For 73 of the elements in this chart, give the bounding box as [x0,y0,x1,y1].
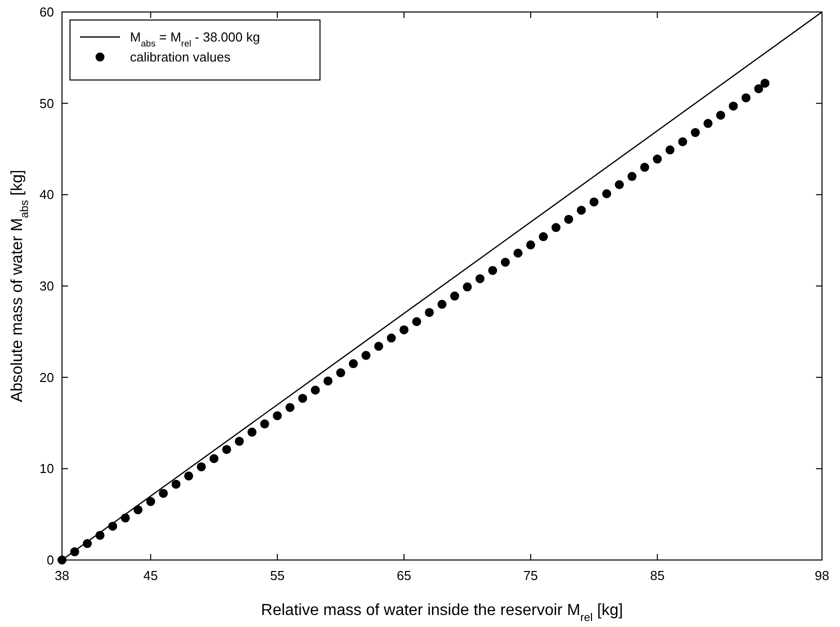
x-tick-label: 85 [650,568,665,583]
point [386,334,396,343]
point [158,488,168,498]
x-tick-label: 55 [270,568,285,583]
point [70,547,80,556]
point [640,162,650,172]
y-tick-label: 60 [40,4,54,20]
point [760,78,770,88]
point [272,411,282,420]
y-tick-label: 20 [40,370,54,385]
legend-label: M$_{abs}$ = M$_{rel}$ - 38.000 kg [130,30,260,48]
point [704,118,712,128]
point [260,419,270,428]
point [652,154,662,164]
point [690,128,700,138]
x-axis-title: Relative mass of water inside the reservoir M$_{rel}$ [kg] [261,602,623,624]
point [120,513,130,522]
point [678,137,688,146]
point [666,145,674,154]
point [234,436,244,446]
point [374,342,384,351]
point [716,110,726,120]
y-tick-label: 10 [40,461,54,476]
y-tick-label: 0 [46,552,54,568]
point [614,180,624,190]
point [172,480,180,489]
point [538,232,548,242]
point [754,84,764,94]
point [222,444,232,454]
point [602,189,612,198]
point [184,471,194,480]
x-tick-label: 65 [396,568,412,583]
point [450,292,460,301]
x-tick-label: 38 [54,568,70,583]
point [324,376,332,386]
point [196,462,206,472]
point [590,197,598,206]
point [286,402,294,412]
legend-label: calibration values [130,50,231,64]
point [438,300,446,309]
y-tick-label: 50 [40,96,54,111]
y-tick-label: 40 [40,187,54,202]
point [108,522,118,531]
point [362,350,370,360]
point [564,214,574,224]
point [248,428,256,437]
point [526,240,536,250]
point [298,394,308,403]
x-tick-label: 75 [523,568,538,583]
point [146,497,156,506]
point [728,102,738,111]
point [576,206,586,215]
point [476,274,484,284]
point [424,308,434,317]
point [412,317,422,326]
y-tick-label: 30 [40,278,54,294]
point [488,266,498,275]
point [514,248,522,258]
point [552,223,560,232]
x-tick-label: 98 [814,568,830,583]
point [336,368,346,378]
point [96,530,104,540]
point [348,359,358,368]
x-tick-label: 45 [143,568,158,583]
point [134,505,142,514]
point [742,93,750,102]
point [462,282,472,292]
point [82,539,92,548]
point [400,325,408,334]
point [628,172,636,181]
point [210,454,218,464]
point [500,258,510,267]
point [310,386,320,395]
